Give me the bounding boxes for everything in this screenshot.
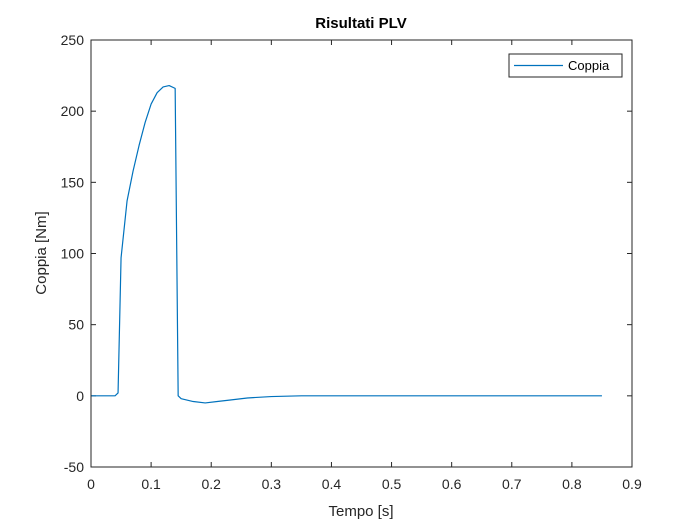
y-tick-label: 100 <box>61 246 85 262</box>
series-layer <box>91 84 602 404</box>
legend-box <box>508 53 623 78</box>
chart-title: Risultati PLV <box>315 15 406 32</box>
y-tick-label: 250 <box>61 32 85 48</box>
x-tick-label: 0.1 <box>141 476 161 492</box>
x-axis-label: Tempo [s] <box>328 503 393 520</box>
y-tick-label: 0 <box>76 388 84 404</box>
legend-label-coppia: Coppia <box>568 58 610 73</box>
x-tick-label: 0.7 <box>502 476 522 492</box>
y-tick-label: 150 <box>61 174 85 190</box>
legend: Coppia <box>508 53 623 78</box>
y-axis-label: Coppia [Nm] <box>33 211 50 294</box>
y-tick-label: 200 <box>61 103 85 119</box>
x-tick-label: 0.8 <box>562 476 582 492</box>
axes-box <box>90 39 633 468</box>
x-tick-label: 0.3 <box>262 476 282 492</box>
ticks-layer: 0 0.1 0.2 0.3 0.4 0.5 0.6 0.7 0.8 0.9-50050100150… <box>61 32 642 492</box>
y-tick-label: -50 <box>64 459 84 475</box>
y-tick-label: 50 <box>68 317 84 333</box>
plot-area <box>91 40 632 467</box>
x-tick-label: 0.2 <box>201 476 221 492</box>
x-tick-label: 0.4 <box>322 476 342 492</box>
x-tick-label: 0 <box>87 476 95 492</box>
x-tick-label: 0.6 <box>442 476 462 492</box>
x-tick-label: 0.9 <box>622 476 642 492</box>
series-line-coppia <box>91 84 602 404</box>
x-tick-label: 0.5 <box>382 476 402 492</box>
